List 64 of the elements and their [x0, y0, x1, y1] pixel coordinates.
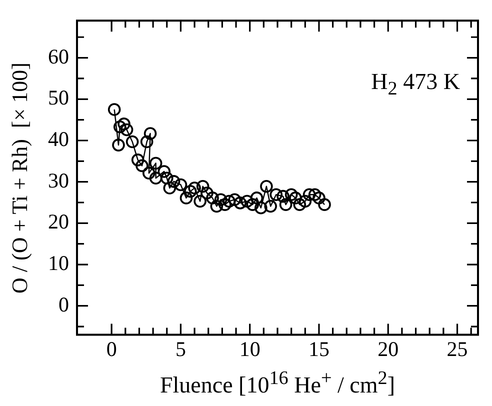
x-tick-label: 0: [106, 336, 117, 361]
x-tick-label: 5: [175, 336, 186, 361]
point: [200, 186, 214, 200]
point: [246, 198, 260, 211]
y-tick-label: 0: [58, 292, 69, 316]
point: [279, 198, 292, 211]
y-tick-label: 40: [48, 127, 69, 152]
point: [131, 154, 144, 166]
point: [298, 194, 312, 208]
point: [218, 198, 232, 211]
x-tick-label: 20: [378, 336, 399, 361]
point: [250, 192, 264, 204]
point: [113, 120, 126, 134]
y-tick-label: 50: [48, 86, 69, 110]
point: [214, 193, 228, 206]
point: [188, 182, 201, 194]
point: [158, 165, 171, 178]
point: [302, 188, 316, 202]
point: [234, 196, 247, 210]
point: [206, 192, 219, 204]
point: [210, 200, 224, 213]
x-axis-title: Fluence [10$^{16}$ He$^{+}$ / cm$^{2}$]: [158, 368, 396, 399]
y-tick-label: 60: [48, 44, 69, 68]
point: [160, 172, 174, 185]
point: [264, 200, 277, 213]
point: [180, 192, 193, 204]
point: [228, 193, 242, 206]
x-tick-label: 10: [239, 336, 260, 361]
point: [312, 192, 326, 204]
point: [284, 188, 298, 202]
point: [308, 188, 322, 202]
point: [112, 138, 125, 152]
point: [318, 198, 331, 211]
point: [196, 180, 210, 193]
point: [184, 184, 197, 198]
point: [276, 190, 290, 203]
x-tick-label: 25: [446, 336, 468, 361]
x-tick-label: 15: [308, 336, 330, 361]
point: [194, 194, 206, 208]
point: [174, 178, 188, 192]
point: [144, 127, 157, 140]
point: [126, 135, 139, 148]
point: [270, 188, 283, 202]
point: [140, 135, 154, 148]
y-axis-title: O / (O + Ti + Rh) [× 100]: [7, 62, 33, 294]
point: [254, 201, 268, 214]
y-tick-label: 20: [48, 210, 69, 234]
point: [108, 103, 121, 116]
point: [222, 194, 236, 208]
point: [118, 118, 130, 130]
y-tick-label: 30: [48, 168, 69, 192]
y-tick-label: 10: [48, 251, 69, 276]
annotation: H$_{2}$ 473 K: [371, 68, 460, 100]
point: [293, 198, 306, 211]
point: [120, 123, 134, 136]
point: [260, 180, 273, 193]
point: [142, 166, 156, 180]
point: [167, 175, 180, 188]
point: [149, 156, 162, 170]
point: [240, 194, 254, 208]
point: [163, 182, 176, 194]
point: [149, 172, 162, 185]
point: [136, 159, 148, 172]
point: [289, 192, 302, 204]
